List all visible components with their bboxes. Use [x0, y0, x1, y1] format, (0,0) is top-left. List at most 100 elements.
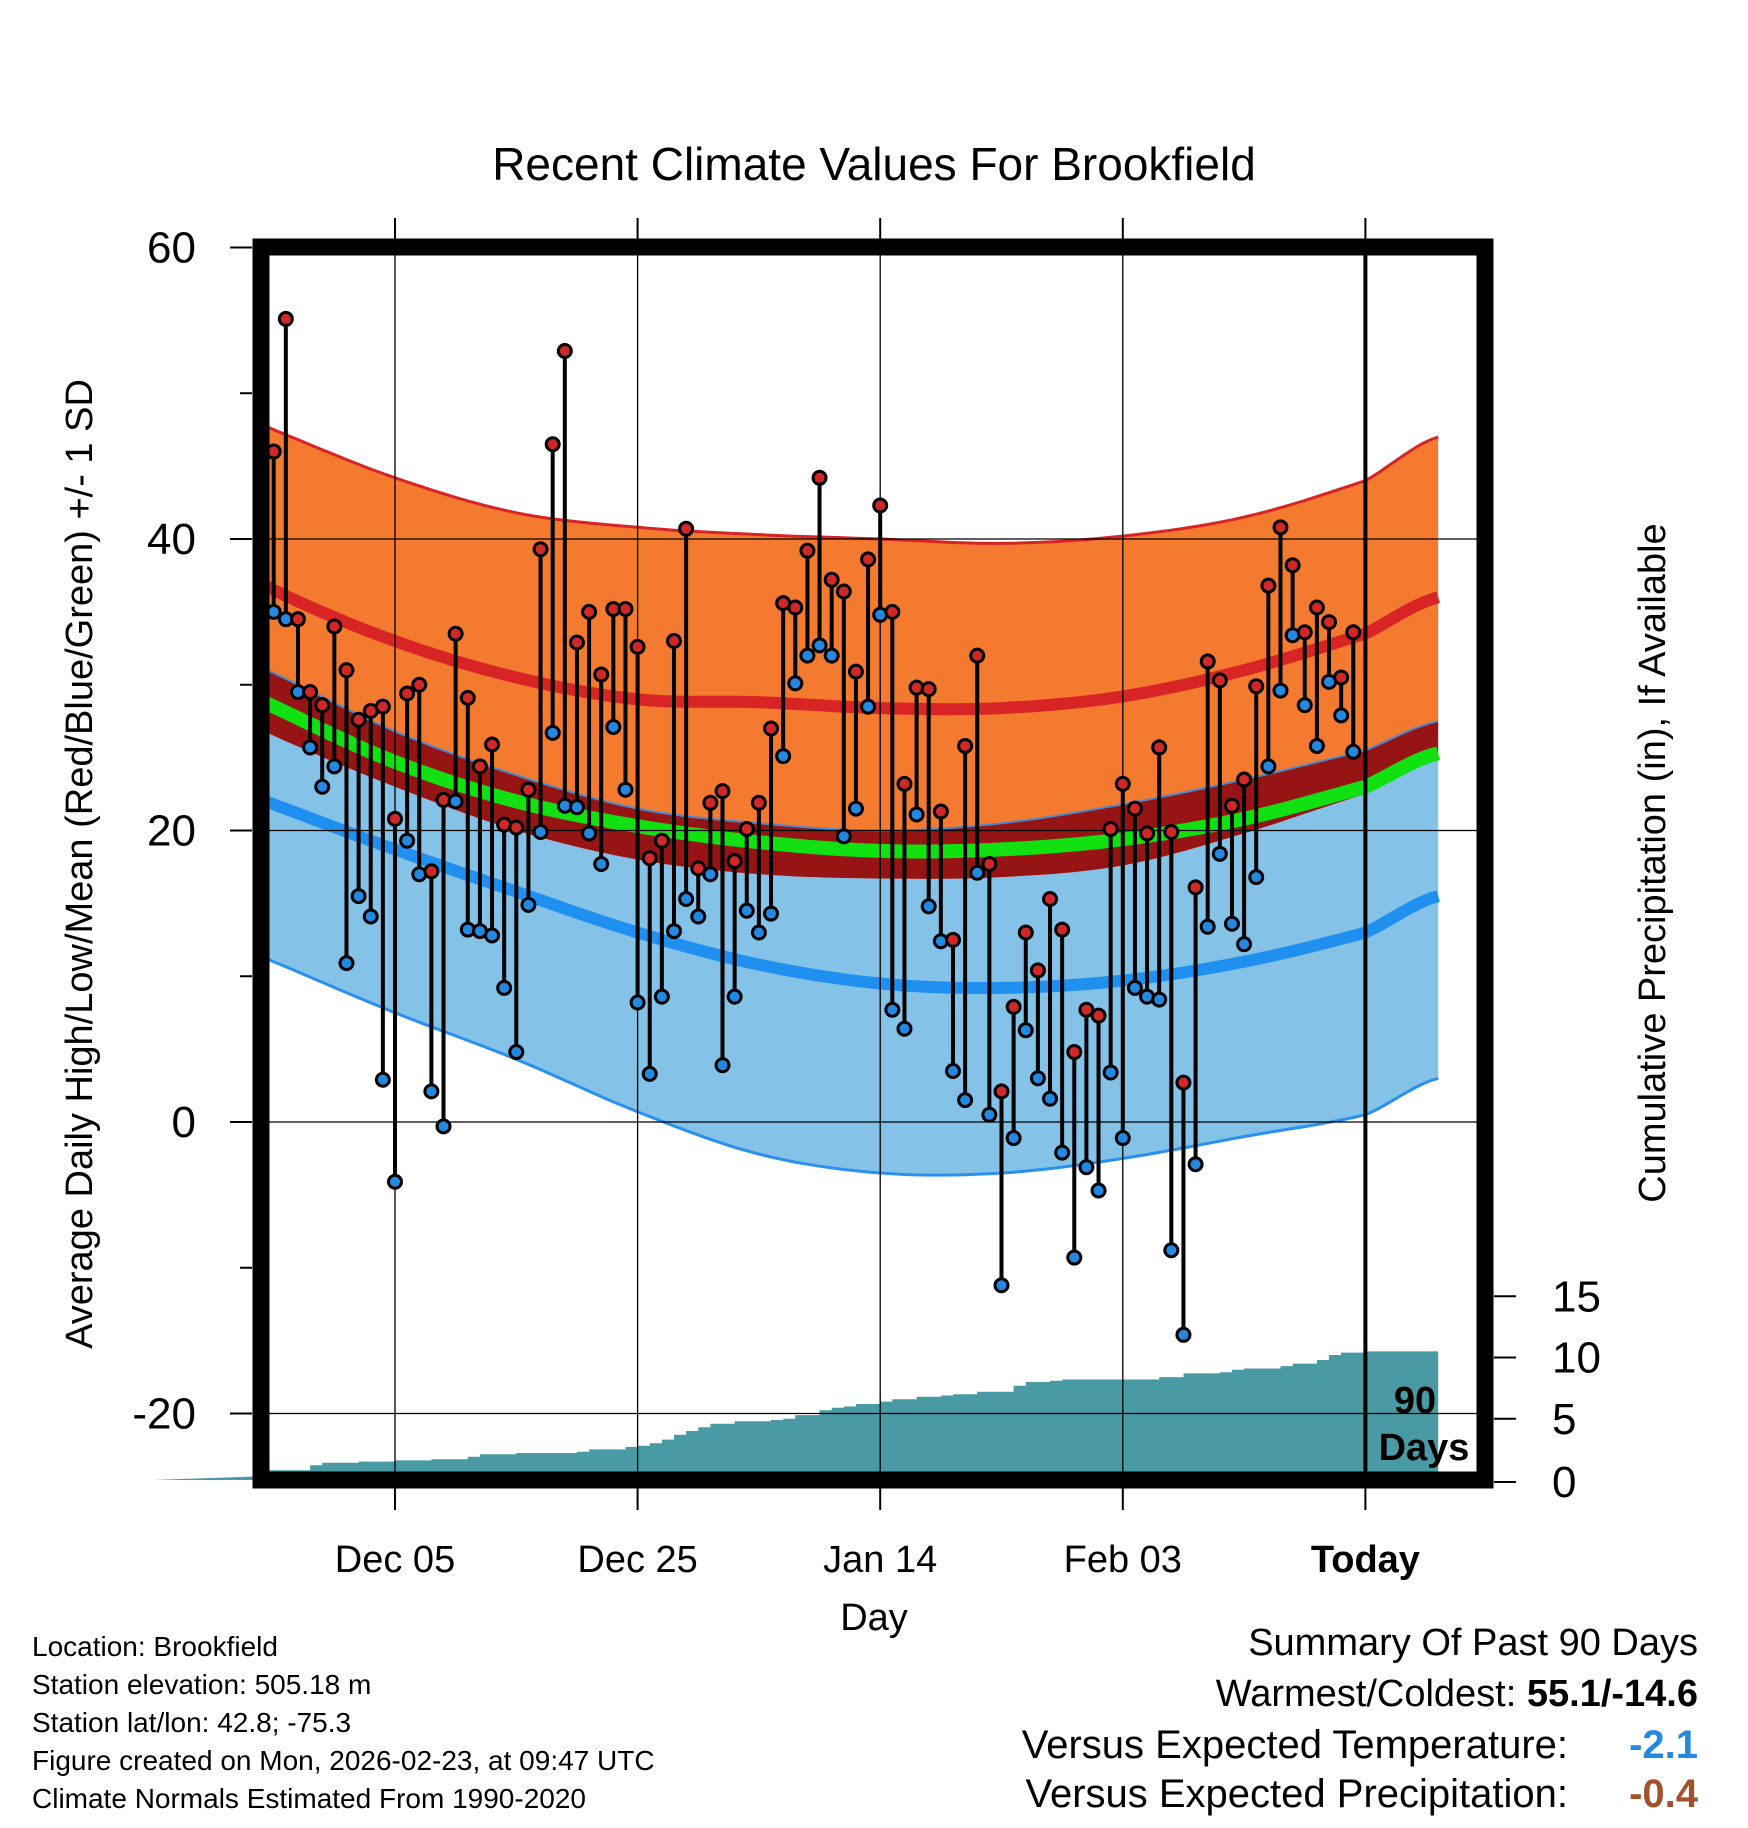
- daily-low-point: [387, 1173, 403, 1190]
- daily-low-point: [1187, 1156, 1204, 1173]
- daily-high-point: [1223, 797, 1240, 814]
- daily-high-point: [1199, 653, 1216, 670]
- summary-precip-label: Versus Expected Precipitation:: [1025, 1772, 1568, 1816]
- daily-high-point: [1102, 821, 1119, 838]
- plot-border: [252, 238, 1494, 1489]
- daily-high-point: [629, 638, 646, 655]
- daily-high-point: [1054, 921, 1071, 938]
- daily-high-point: [459, 689, 476, 706]
- daily-low-point: [350, 888, 367, 905]
- daily-low-point: [1066, 1249, 1083, 1266]
- daily-high-point: [799, 542, 816, 559]
- daily-low-point: [835, 828, 852, 845]
- daily-low-point: [1272, 682, 1289, 699]
- daily-low-point: [763, 905, 780, 922]
- daily-low-point: [1236, 936, 1253, 953]
- daily-high-point: [1236, 771, 1253, 788]
- y-tick-label: 0: [172, 1098, 196, 1147]
- daily-high-point: [471, 758, 488, 775]
- daily-low-point: [1345, 743, 1362, 760]
- high-sd-band: [261, 378, 1439, 831]
- daily-low-point: [957, 1092, 974, 1109]
- daily-high-point: [726, 853, 743, 870]
- daily-low-point: [896, 1020, 913, 1037]
- daily-low-point: [944, 1062, 961, 1079]
- x-tick-label: Dec 05: [335, 1539, 455, 1581]
- y2-tick-label: 10: [1552, 1334, 1601, 1383]
- daily-low-point: [714, 1057, 731, 1074]
- daily-high-point: [1029, 962, 1046, 979]
- daily-high-point: [738, 821, 755, 838]
- daily-low-point: [544, 724, 561, 741]
- daily-low-point: [884, 1001, 901, 1018]
- daily-low-point: [738, 902, 755, 919]
- low-mean-line: [255, 757, 1440, 994]
- daily-high-point: [665, 633, 682, 650]
- today-marker-line1: 90: [1394, 1380, 1436, 1422]
- daily-low-point: [581, 825, 598, 842]
- daily-low-point: [1029, 1070, 1046, 1087]
- daily-low-point: [981, 1106, 998, 1123]
- high-minus-sd-line: [260, 619, 1439, 832]
- daily-high-point: [993, 1083, 1010, 1100]
- daily-low-point: [532, 823, 549, 840]
- daily-low-point: [653, 988, 670, 1005]
- daily-low-point: [496, 979, 513, 996]
- daily-low-point: [1054, 1144, 1071, 1161]
- daily-high-point: [823, 571, 840, 588]
- x-tick-label: Today: [1311, 1539, 1420, 1581]
- daily-low-point: [362, 908, 379, 925]
- daily-high-point: [302, 684, 319, 701]
- daily-high-point: [617, 600, 634, 617]
- daily-high-point: [981, 856, 998, 873]
- daily-high-point: [1308, 599, 1325, 616]
- daily-high-point: [338, 662, 355, 679]
- daily-high-point: [944, 931, 961, 948]
- daily-low-point: [799, 647, 816, 664]
- daily-low-point: [435, 1118, 452, 1135]
- daily-high-point: [1114, 775, 1131, 792]
- daily-high-point: [811, 469, 828, 486]
- footer-created: Figure created on Mon, 2026-02-23, at 09…: [32, 1745, 655, 1776]
- daily-high-point: [702, 794, 719, 811]
- footer-elevation: Station elevation: 505.18 m: [32, 1669, 372, 1700]
- daily-high-point: [387, 810, 403, 827]
- daily-low-point: [969, 864, 986, 881]
- daily-low-point: [423, 1083, 440, 1100]
- daily-high-point: [568, 634, 585, 651]
- daily-high-point: [763, 720, 780, 737]
- daily-low-point: [314, 778, 331, 795]
- daily-high-point: [1296, 624, 1313, 641]
- daily-high-point: [326, 618, 343, 635]
- daily-high-point: [593, 666, 610, 683]
- daily-low-point: [1114, 1130, 1131, 1147]
- x-tick-label: Feb 03: [1064, 1539, 1182, 1581]
- daily-high-point: [1248, 678, 1265, 695]
- daily-high-point: [860, 551, 877, 568]
- daily-low-point: [1090, 1182, 1107, 1199]
- daily-low-point: [1102, 1064, 1119, 1081]
- daily-low-point: [847, 800, 864, 817]
- daily-high-point: [556, 342, 573, 359]
- y2-tick-label: 5: [1552, 1395, 1576, 1444]
- mean-green-line: [254, 648, 1441, 859]
- daily-low-point: [775, 748, 792, 765]
- daily-range-stems: [271, 318, 1356, 1335]
- daily-high-point: [1017, 924, 1034, 941]
- daily-high-point: [714, 783, 731, 800]
- daily-high-point: [1187, 879, 1204, 896]
- daily-high-point: [872, 497, 889, 514]
- daily-low-point: [568, 799, 585, 816]
- daily-low-point: [520, 896, 537, 913]
- daily-low-point: [1163, 1242, 1180, 1259]
- daily-high-point: [447, 625, 464, 642]
- summary-temp-value: -2.1: [1629, 1723, 1698, 1767]
- summary-warmest-label: Warmest/Coldest:: [1215, 1673, 1527, 1715]
- daily-low-point: [338, 955, 355, 972]
- low-sd-band: [261, 677, 1439, 1176]
- daily-high-point: [1272, 519, 1289, 536]
- footer-normals: Climate Normals Estimated From 1990-2020: [32, 1783, 586, 1814]
- summary-warmest-row: Warmest/Coldest: 55.1/-14.6: [1216, 1673, 1698, 1716]
- daily-low-point: [1308, 737, 1325, 754]
- summary-precip-value: -0.4: [1629, 1772, 1698, 1816]
